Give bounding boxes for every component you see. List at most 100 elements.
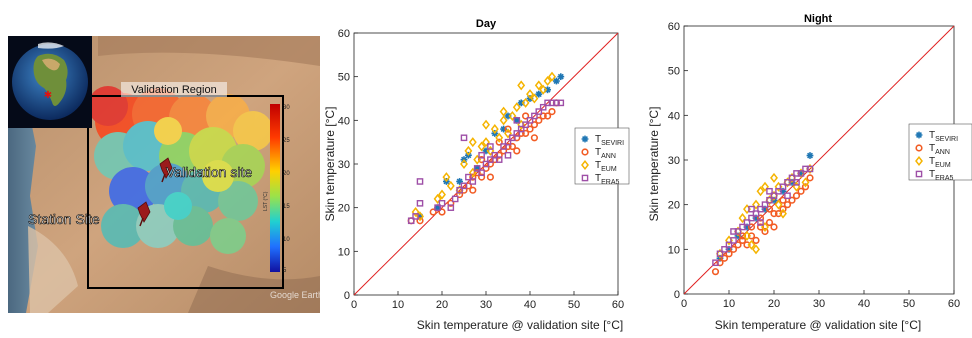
data-point	[473, 165, 481, 172]
data-point	[557, 99, 565, 107]
legend-label: TERA5	[595, 173, 620, 186]
y-axis-label: Skin temperature [°C]	[647, 107, 661, 222]
data-point	[721, 246, 728, 253]
data-point	[486, 160, 494, 168]
data-point	[743, 219, 751, 226]
colorbar-gradient	[270, 104, 280, 272]
data-point	[482, 160, 490, 168]
data-point	[535, 108, 543, 115]
data-point	[738, 213, 747, 224]
data-point	[530, 121, 538, 129]
data-point	[486, 173, 494, 181]
data-point	[530, 93, 539, 104]
data-point	[508, 142, 516, 151]
data-point	[801, 183, 810, 191]
data-point	[416, 217, 424, 225]
y-axis-label: Skin temperature [°C]	[323, 107, 337, 222]
data-point	[521, 97, 530, 108]
data-point	[915, 155, 923, 167]
data-point	[756, 214, 765, 222]
data-point	[499, 106, 508, 117]
data-point	[504, 125, 512, 133]
data-point	[487, 156, 494, 163]
x-tick-label: 0	[351, 299, 357, 311]
data-point	[530, 134, 538, 142]
data-point	[543, 76, 552, 87]
legend-label-sub: EUM	[601, 166, 617, 173]
data-point	[411, 207, 420, 218]
validation-site-marker	[159, 157, 173, 183]
data-point	[460, 134, 468, 142]
x-tick-label: 30	[813, 298, 825, 310]
data-point	[447, 199, 455, 207]
data-point	[478, 169, 485, 177]
legend-label-main: T	[595, 134, 601, 145]
y-tick-label: 60	[668, 21, 680, 33]
data-point	[522, 121, 529, 128]
data-point	[765, 205, 774, 213]
data-point	[581, 159, 589, 171]
data-point	[774, 199, 783, 210]
data-point	[770, 210, 778, 218]
data-point	[504, 128, 512, 139]
data-point	[752, 210, 760, 217]
chart-title: Day	[476, 18, 497, 30]
data-point	[517, 125, 525, 133]
data-point	[535, 90, 543, 98]
x-tick-label: 40	[524, 299, 536, 311]
data-point	[738, 232, 747, 240]
data-point	[783, 201, 792, 209]
x-tick-label: 60	[948, 298, 960, 310]
legend-label-main: T	[595, 147, 601, 158]
data-point	[456, 178, 463, 185]
data-point	[504, 142, 512, 151]
data-point	[806, 174, 814, 182]
data-point	[478, 173, 486, 181]
data-point	[748, 205, 755, 213]
data-point	[491, 151, 499, 159]
y-tick-label: 40	[668, 110, 680, 122]
data-point	[495, 138, 503, 146]
legend-label: TEUM	[595, 160, 617, 173]
data-point	[766, 187, 773, 195]
data-point	[581, 174, 589, 182]
legend-label-sub: ERA5	[601, 179, 619, 186]
data-point	[513, 130, 521, 137]
data-point	[482, 137, 490, 148]
data-point	[806, 152, 814, 159]
globe-inset: ✱	[8, 36, 92, 128]
legend-label-main: T	[595, 160, 601, 171]
day-chart-svg: Day Skin temperature @ validation site […	[323, 18, 630, 332]
data-point	[438, 199, 446, 207]
data-point	[526, 89, 534, 100]
data-point	[482, 164, 490, 172]
data-point	[464, 145, 473, 156]
data-point	[752, 236, 760, 244]
data-point	[779, 196, 787, 204]
data-point	[557, 73, 565, 81]
data-point	[491, 156, 499, 164]
data-point	[756, 186, 765, 197]
map-image: Validation Region ✱ 30 25 20 15 10 5 LST…	[8, 36, 320, 313]
data-point	[446, 180, 455, 191]
data-point	[765, 218, 774, 227]
night-chart-svg: Night Skin temperature @ validation site…	[647, 13, 972, 332]
x-tick-label: 60	[612, 299, 624, 311]
data-point	[747, 239, 756, 250]
data-point	[770, 223, 778, 231]
legend-label: TSEVIRI	[595, 134, 624, 147]
data-point	[553, 99, 560, 107]
data-point	[784, 192, 791, 200]
data-point	[761, 201, 769, 208]
x-tick-label: 50	[903, 298, 915, 310]
data-point	[743, 230, 751, 241]
legend-label-main: T	[929, 169, 935, 180]
y-tick-label: 0	[344, 290, 350, 302]
legend-label-sub: ANN	[601, 153, 616, 160]
data-point	[738, 236, 747, 244]
legend-item: TANN	[581, 147, 616, 160]
data-point	[806, 165, 814, 173]
legend-item: TEUM	[581, 159, 617, 173]
data-point	[412, 213, 419, 220]
